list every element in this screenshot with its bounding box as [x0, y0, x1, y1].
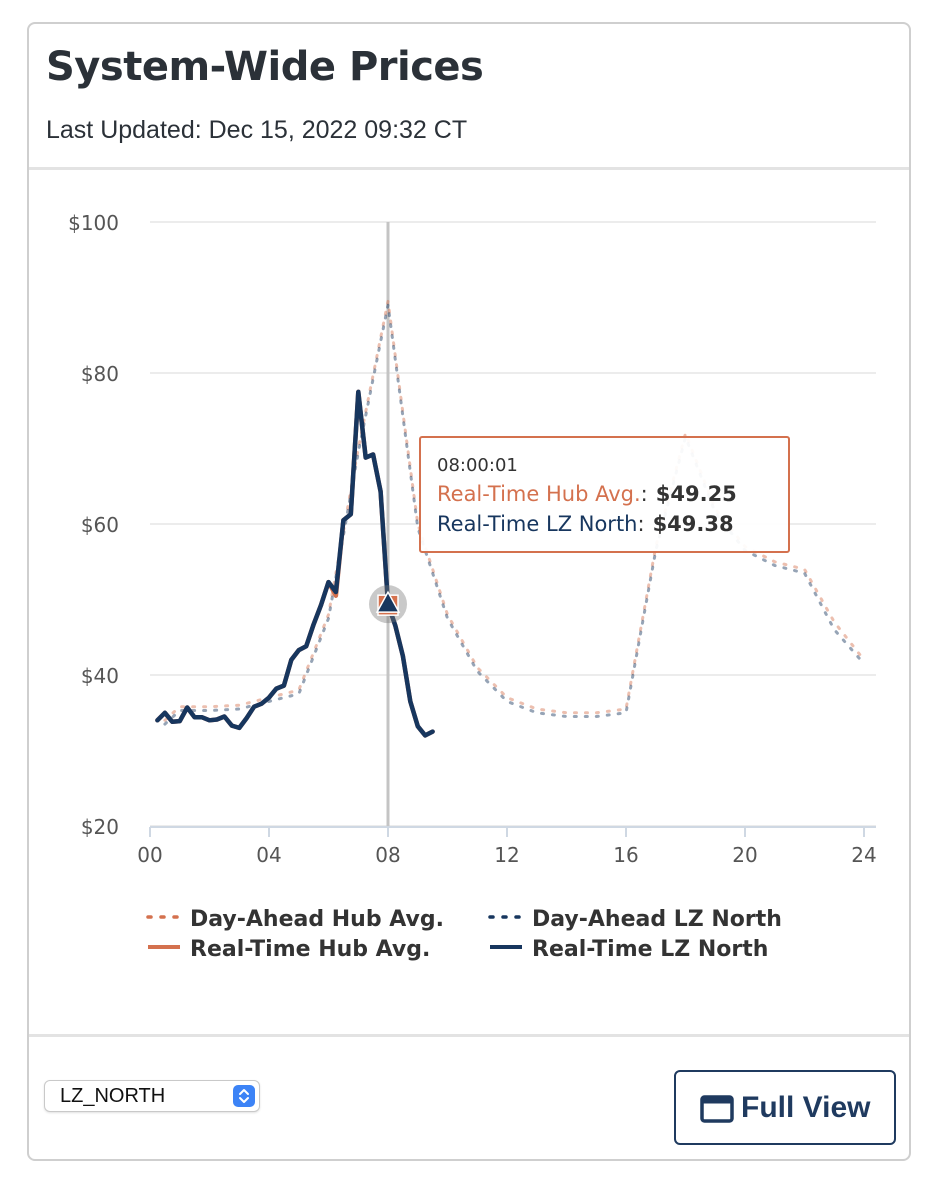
updown-chevron-icon: [233, 1085, 255, 1107]
load-zone-select[interactable]: LZ_NORTH: [44, 1080, 260, 1112]
y-tick-label: $80: [81, 362, 119, 386]
x-tick-label: 16: [613, 843, 638, 867]
load-zone-select-value: LZ_NORTH: [60, 1085, 166, 1107]
chart-tooltip: 08:00:01 Real-Time Hub Avg.: $49.25 Real-…: [419, 436, 790, 553]
full-view-label: Full View: [741, 1091, 871, 1124]
y-tick-label: $20: [81, 815, 119, 839]
legend-label-real-time-lz-north: Real-Time LZ North: [532, 937, 768, 962]
x-tick-label: 08: [375, 843, 400, 867]
x-tick-label: 04: [256, 843, 281, 867]
y-tick-label: $100: [68, 211, 119, 235]
x-tick-label: 00: [137, 843, 162, 867]
tooltip-hub-separator: :: [641, 482, 648, 506]
header-divider: [29, 167, 909, 170]
chart-legend: Day-Ahead Hub Avg. Day-Ahead LZ North Re…: [146, 907, 782, 962]
x-tick-label: 24: [851, 843, 876, 867]
legend-label-day-ahead-lz-north: Day-Ahead LZ North: [532, 907, 782, 932]
series-line-real-time-hub-avg: [155, 389, 435, 738]
tooltip-hub-value: $49.25: [656, 482, 737, 506]
legend-item-real-time-hub[interactable]: Real-Time Hub Avg.: [148, 937, 430, 962]
legend-item-real-time-lz-north[interactable]: Real-Time LZ North: [490, 937, 768, 962]
tooltip-box: [419, 436, 790, 553]
tooltip-lz-north-label: Real-Time LZ North: [437, 512, 637, 536]
system-wide-prices-card: System-Wide Prices Last Updated: Dec 15,…: [27, 22, 911, 1161]
x-tick-label: 12: [494, 843, 519, 867]
y-tick-label: $60: [81, 513, 119, 537]
footer-divider: [29, 1034, 909, 1037]
legend-label-day-ahead-hub: Day-Ahead Hub Avg.: [190, 907, 444, 932]
marker-real-time-lz-north: [375, 590, 401, 613]
legend-label-real-time-hub: Real-Time Hub Avg.: [190, 937, 430, 962]
tooltip-row-hub: Real-Time Hub Avg.: $49.25: [437, 482, 737, 506]
tooltip-lz-north-separator: :: [637, 512, 644, 536]
x-tick-label: 20: [732, 843, 757, 867]
legend-item-day-ahead-hub[interactable]: Day-Ahead Hub Avg.: [146, 907, 444, 932]
tooltip-time: 08:00:01: [437, 455, 518, 476]
window-icon: [700, 1095, 734, 1123]
series-line-real-time-lz-north: [155, 389, 435, 738]
price-line-chart[interactable]: $20 $40 $60 $80 $100 00 04 08 12 16 20 24 08:00:01…: [0, 0, 936, 1000]
last-updated-label: Last Updated: Dec 15, 2022 09:32 CT: [46, 116, 468, 144]
legend-item-day-ahead-lz-north[interactable]: Day-Ahead LZ North: [488, 907, 782, 932]
tooltip-row-lz-north: Real-Time LZ North: $49.38: [437, 512, 734, 536]
tooltip-hub-label: Real-Time Hub Avg.: [437, 482, 641, 506]
card-title: System-Wide Prices: [46, 44, 484, 90]
full-view-button[interactable]: Full View: [674, 1070, 896, 1145]
tooltip-lz-north-value: $49.38: [653, 512, 734, 536]
y-tick-label: $40: [81, 664, 119, 688]
